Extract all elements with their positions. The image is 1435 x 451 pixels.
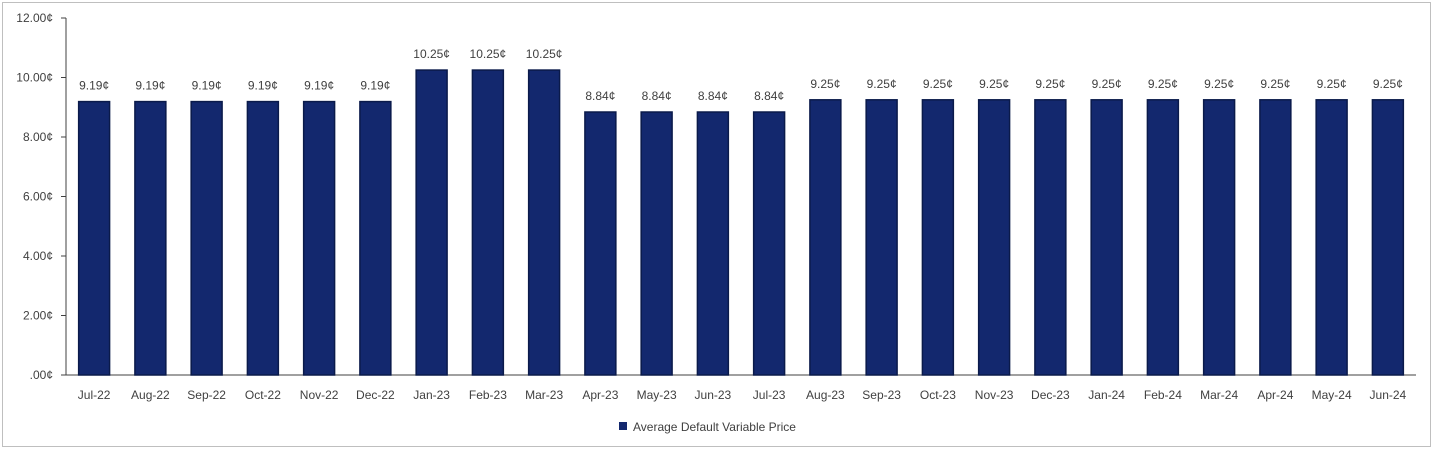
x-axis: Jul-22 Aug-22 Sep-22 Oct-22 Nov-22 Dec-22 Jan-… [66,374,1416,402]
bar [1090,99,1123,376]
data-label: 9.25¢ [810,77,840,91]
x-tick-label: Apr-23 [582,388,618,402]
bar [809,99,842,376]
x-tick-label: Jul-23 [753,388,786,402]
bar [1315,99,1348,376]
y-tick-label: 4.00¢ [23,249,53,263]
x-tick-label: Jan-23 [413,388,450,402]
data-label: 10.25¢ [526,47,563,61]
legend: Average Default Variable Price [619,420,796,434]
data-label: 10.25¢ [470,47,507,61]
bar [921,99,955,376]
x-tick-label: Dec-22 [356,388,395,402]
data-label: 8.84¢ [698,89,728,103]
x-tick-label: Nov-22 [300,388,339,402]
x-tick-label: Feb-23 [469,388,507,402]
data-label: 9.25¢ [1260,77,1290,91]
data-label: 8.84¢ [642,89,672,103]
bar [1034,99,1067,376]
bar [640,111,673,376]
x-tick-label: Jun-23 [695,388,732,402]
x-tick-label: Oct-23 [920,388,956,402]
data-label: 9.19¢ [248,79,278,93]
bar [134,100,167,376]
x-tick-label: Mar-23 [525,388,563,402]
x-tick-label: Nov-23 [975,388,1014,402]
x-tick-label: Jul-22 [78,388,111,402]
data-labels: 9.19¢ 9.19¢ 9.19¢ 9.19¢ 9.19¢ 9.19¢ 10.25¢ 10.2… [79,47,1403,103]
x-tick-label: Jun-24 [1370,388,1407,402]
bar [1202,99,1236,376]
data-label: 8.84¢ [585,89,615,103]
data-label: 9.25¢ [979,77,1009,91]
y-tick-label: 6.00¢ [23,190,53,204]
bar [415,69,448,376]
y-tick-label: .00¢ [30,368,53,382]
bar [1146,99,1180,376]
bar [359,100,392,376]
data-label: 9.25¢ [1092,77,1122,91]
bars [77,69,1405,376]
data-label: 8.84¢ [754,89,784,103]
data-label: 9.19¢ [304,79,334,93]
bar [77,100,111,376]
x-tick-label: Oct-22 [245,388,281,402]
y-tick-label: 12.00¢ [16,11,53,25]
bar [302,100,336,376]
bar [190,100,223,376]
bar [752,111,786,376]
data-label: 9.25¢ [1148,77,1178,91]
bar [1259,99,1292,376]
x-tick-label: Sep-23 [862,388,901,402]
y-tick-label: 8.00¢ [23,130,53,144]
x-tick-label: Feb-24 [1144,388,1182,402]
data-label: 9.25¢ [867,77,897,91]
bar [696,111,730,376]
y-tick-label: 2.00¢ [23,309,53,323]
data-label: 9.25¢ [1204,77,1234,91]
bar [584,111,617,376]
data-label: 10.25¢ [413,47,450,61]
data-label: 9.19¢ [360,79,390,93]
x-tick-label: Aug-22 [131,388,170,402]
x-tick-label: Sep-22 [187,388,226,402]
bar [471,69,505,376]
bar [977,99,1011,376]
x-tick-label: May-24 [1312,388,1352,402]
legend-swatch [619,422,627,430]
y-axis: .00¢ 2.00¢ 4.00¢ 6.00¢ 8.00¢ 10.00¢ 12.00¢ [16,11,67,382]
legend-label: Average Default Variable Price [633,420,796,434]
data-label: 9.25¢ [1035,77,1065,91]
data-label: 9.19¢ [79,79,109,93]
x-tick-label: Apr-24 [1257,388,1293,402]
x-tick-label: Aug-23 [806,388,845,402]
data-label: 9.25¢ [923,77,953,91]
bar [246,100,280,376]
bar [865,99,898,376]
data-label: 9.19¢ [135,79,165,93]
data-label: 9.25¢ [1317,77,1347,91]
data-label: 9.19¢ [192,79,222,93]
x-tick-label: Mar-24 [1200,388,1238,402]
data-label: 9.25¢ [1373,77,1403,91]
bar [1371,99,1405,376]
x-tick-label: Dec-23 [1031,388,1070,402]
x-tick-label: May-23 [637,388,677,402]
x-tick-label: Jan-24 [1088,388,1125,402]
y-tick-label: 10.00¢ [16,71,53,85]
bar [527,69,561,376]
